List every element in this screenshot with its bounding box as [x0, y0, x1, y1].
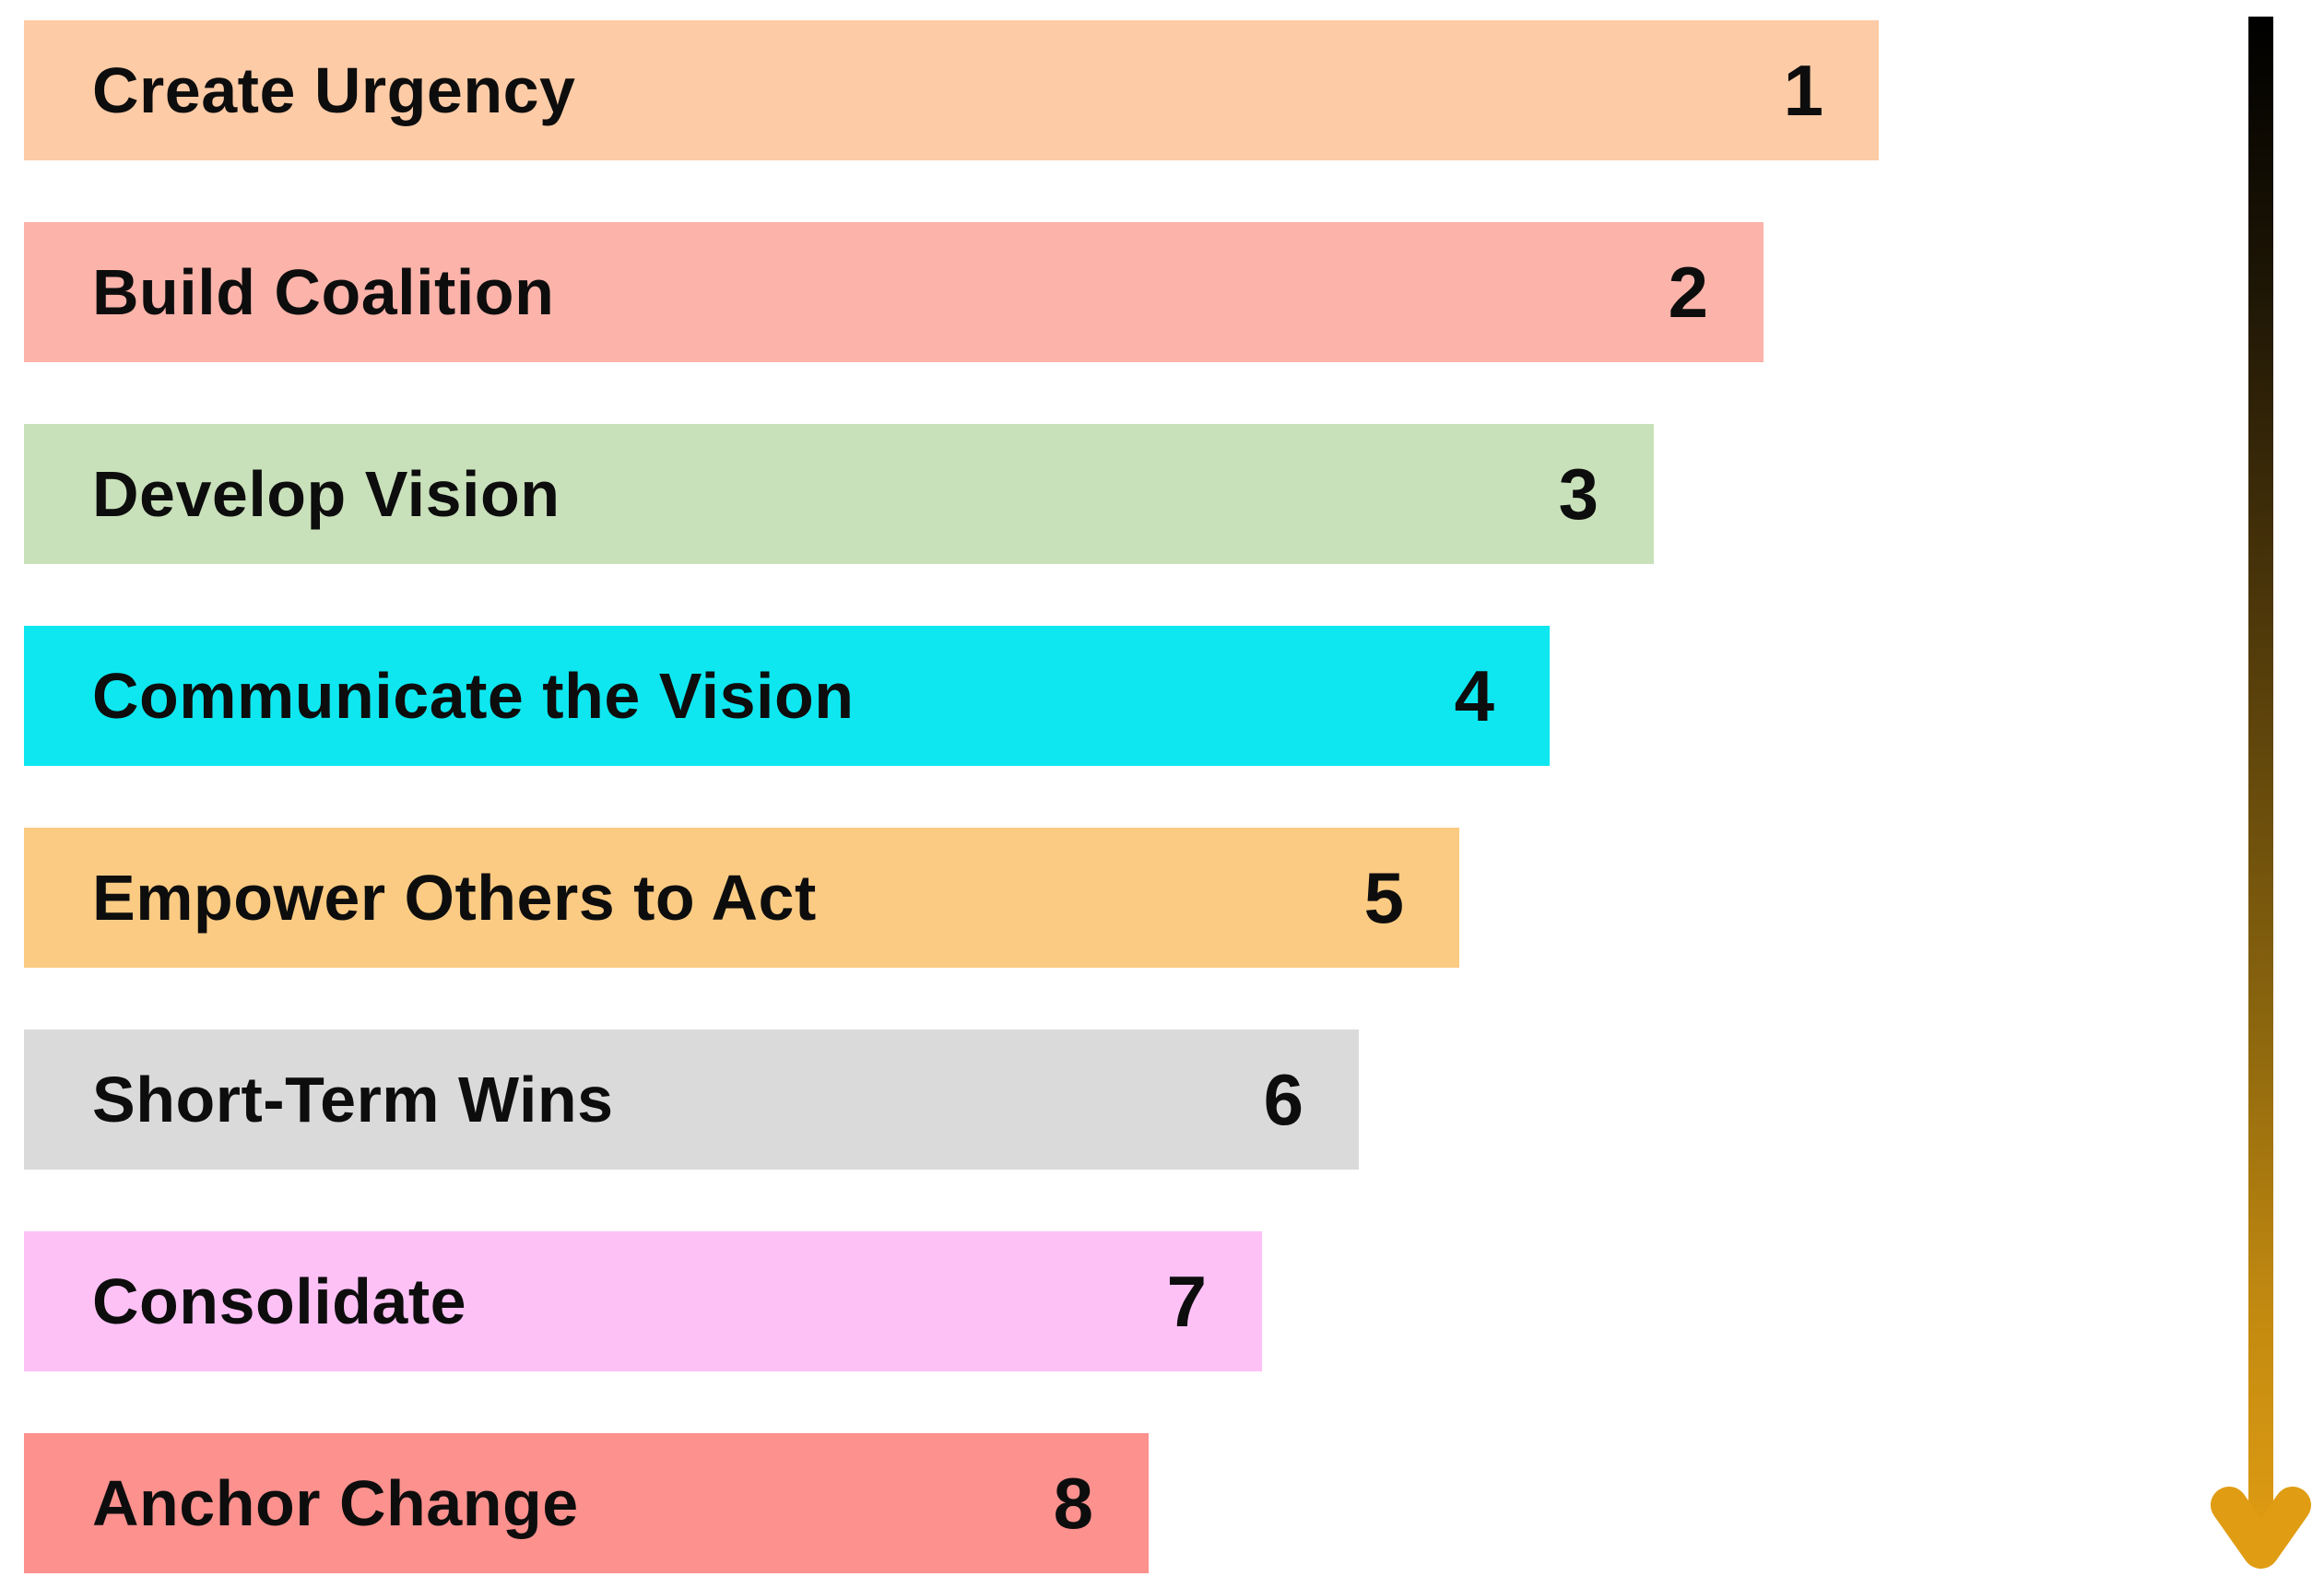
step-label: Anchor Change: [92, 1467, 579, 1539]
step-number: 5: [1363, 856, 1404, 938]
step-bar-2: Build Coalition 2: [24, 222, 1764, 362]
step-bar-5: Empower Others to Act 5: [24, 828, 1459, 968]
step-label: Short-Term Wins: [92, 1064, 614, 1135]
step-bar-1: Create Urgency 1: [24, 20, 1879, 160]
downward-sequence-arrow-icon: [2211, 17, 2311, 1569]
step-label: Empower Others to Act: [92, 862, 817, 934]
step-bar-7: Consolidate 7: [24, 1231, 1262, 1371]
step-bar-6: Short-Term Wins 6: [24, 1029, 1359, 1170]
step-label: Consolidate: [92, 1265, 467, 1337]
step-label: Develop Vision: [92, 458, 560, 530]
step-number: 6: [1263, 1058, 1304, 1140]
step-bar-3: Develop Vision 3: [24, 424, 1654, 564]
step-number: 1: [1783, 49, 1823, 131]
step-bar-4: Communicate the Vision 4: [24, 626, 1550, 766]
step-number: 4: [1454, 654, 1494, 736]
step-number: 3: [1558, 453, 1598, 535]
arrow-head: [2211, 1487, 2311, 1569]
step-label: Build Coalition: [92, 256, 555, 328]
step-bar-8: Anchor Change 8: [24, 1433, 1149, 1573]
step-number: 2: [1668, 251, 1708, 333]
steps-list: Create Urgency 1 Build Coalition 2 Devel…: [24, 20, 1879, 1573]
step-number: 8: [1053, 1462, 1093, 1544]
step-label: Create Urgency: [92, 54, 576, 126]
step-label: Communicate the Vision: [92, 660, 855, 732]
step-number: 7: [1166, 1260, 1207, 1342]
